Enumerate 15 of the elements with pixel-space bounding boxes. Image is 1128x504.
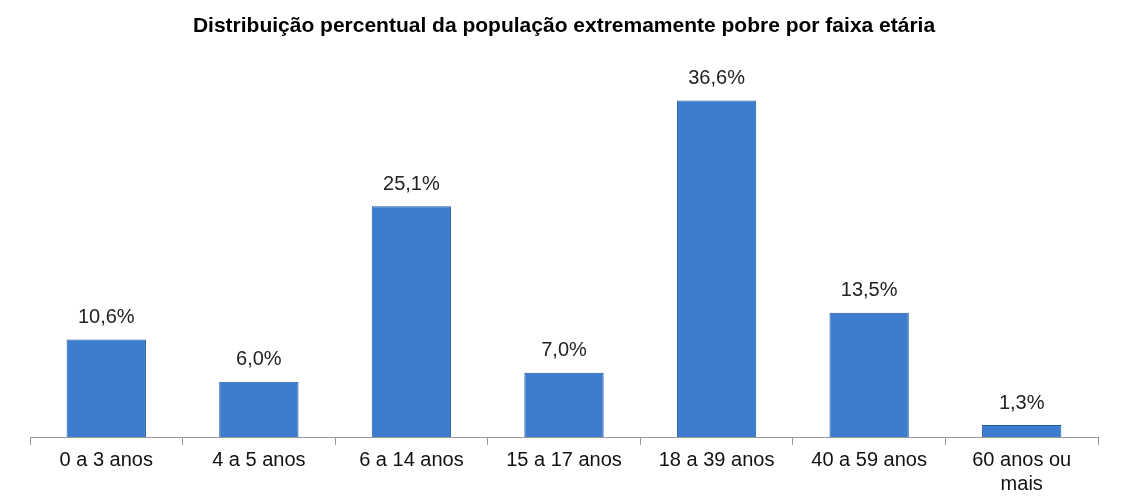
data-label: 6,0% — [236, 347, 282, 370]
x-tick-label: 6 a 14 anos — [359, 447, 464, 470]
x-tick-label: 15 a 17 anos — [506, 447, 622, 470]
data-label: 36,6% — [688, 65, 746, 88]
data-label: 1,3% — [998, 390, 1045, 413]
x-tick-label: 18 a 39 anos — [658, 447, 775, 470]
x-tick-label: 40 a 59 anos — [811, 447, 927, 470]
data-label: 13,5% — [840, 278, 898, 301]
x-tick-label: 4 a 5 anos — [212, 447, 306, 470]
data-label: 25,1% — [383, 171, 440, 194]
data-label: 7,0% — [541, 338, 588, 361]
x-tick-label: 60 anos ou mais — [972, 447, 1072, 494]
data-label: 10,6% — [77, 305, 135, 328]
chart-title: Distribuição percentual da população extremamente pobre por faixa etária — [192, 13, 936, 37]
x-tick-label: 0 a 3 anos — [59, 447, 153, 470]
